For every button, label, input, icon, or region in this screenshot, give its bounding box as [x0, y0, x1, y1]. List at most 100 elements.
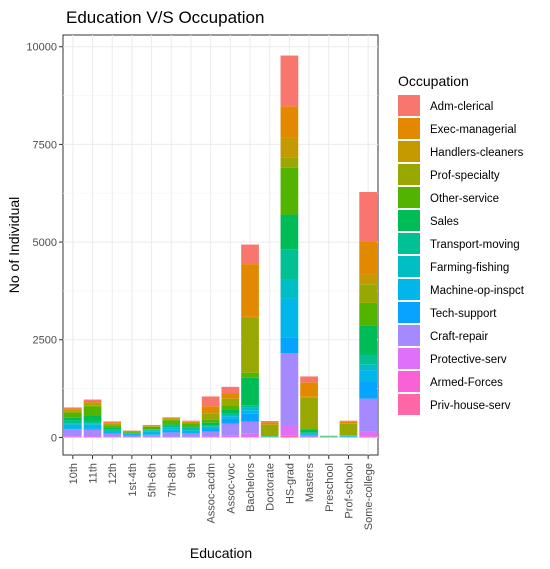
bar-segment-exec-managerial-10th [63, 408, 82, 410]
legend-swatch [398, 279, 420, 300]
legend-swatch [398, 187, 420, 208]
x-tick-label: 7th-8th [166, 463, 178, 497]
bar-segment-craft-repair-some-college [359, 398, 378, 432]
bar-segment-farming-fishing-5th-6th [142, 430, 161, 432]
bar-segment-sales-masters [300, 429, 318, 433]
x-tick-label: Prof-school [343, 463, 355, 519]
legend-swatch [398, 141, 420, 162]
x-tick-label: Preschool [324, 463, 336, 512]
bar-segment-transport-moving-assoc-acdm [201, 425, 220, 427]
bar-segment-sales-assoc-voc [221, 409, 240, 414]
bar-segment-handlers-cleaners-9th [182, 421, 200, 424]
bar-segment-craft-repair-assoc-acdm [201, 431, 220, 437]
bar-segment-handlers-cleaners-hs-grad [280, 137, 299, 158]
legend-label: Machine-op-inspct [430, 285, 525, 297]
bar-segment-farming-fishing-some-college [359, 364, 378, 371]
bar-segment-transport-moving-11th [83, 420, 102, 424]
bar-segment-adm-clerical-masters [300, 376, 318, 383]
legend-swatch [398, 371, 420, 392]
bar-segment-adm-clerical-doctorate [260, 421, 279, 423]
bars [63, 55, 378, 438]
bar-segment-prof-specialty-prof-school [339, 423, 358, 436]
bar-segment-prof-specialty-doctorate [260, 424, 279, 437]
legend-item: Farming-fishing [398, 256, 509, 277]
legend-label: Farming-fishing [430, 262, 509, 274]
bar-segment-sales-9th [182, 426, 200, 428]
bar-segment-adm-clerical-some-college [359, 191, 378, 242]
bar-segment-machine-op-inspct-bachelors [241, 410, 259, 414]
bar-segment-handlers-cleaners-11th [83, 402, 102, 406]
bar-segment-machine-op-inspct-1st-4th [123, 433, 141, 436]
bar-segment-farming-fishing-assoc-acdm [201, 426, 220, 428]
chart-title: Education V/S Occupation [66, 8, 264, 27]
bar-segment-other-service-9th [182, 423, 200, 427]
bar-segment-other-service-1st-4th [123, 431, 141, 433]
legend-item: Armed-Forces [398, 371, 503, 392]
bar-segment-machine-op-inspct-assoc-voc [221, 416, 240, 419]
bar-segment-craft-repair-masters [300, 435, 318, 437]
legend-item: Tech-support [398, 302, 497, 323]
legend-item: Sales [398, 210, 459, 231]
bar-segment-handlers-cleaners-10th [63, 409, 82, 412]
bar-segment-craft-repair-9th [182, 433, 200, 437]
bar-segment-other-service-some-college [359, 302, 378, 326]
legend-label: Priv-house-serv [430, 400, 511, 412]
bar-segment-handlers-cleaners-7th-8th [162, 418, 181, 420]
bar-segment-sales-some-college [359, 325, 378, 355]
legend-item: Transport-moving [398, 233, 520, 254]
bar-segment-adm-clerical-prof-school [339, 420, 358, 422]
x-tick-label: Some-college [363, 463, 375, 530]
bar-segment-craft-repair-7th-8th [162, 432, 181, 437]
bar-segment-other-service-7th-8th [162, 420, 181, 425]
legend-item: Priv-house-serv [398, 394, 511, 415]
legend-swatch [398, 325, 420, 346]
legend-swatch [398, 394, 420, 415]
bar-segment-transport-moving-7th-8th [162, 425, 181, 428]
bar-segment-tech-support-hs-grad [280, 337, 299, 354]
bar-segment-protective-serv-10th [63, 436, 82, 437]
legend-swatch [398, 210, 420, 231]
bar-segment-sales-11th [83, 415, 102, 421]
bar-segment-adm-clerical-7th-8th [162, 417, 181, 418]
bar-segment-craft-repair-hs-grad [280, 353, 299, 426]
legend-title: Occupation [398, 73, 469, 89]
x-tick-label: 5th-6th [147, 463, 159, 497]
bar-segment-craft-repair-5th-6th [142, 434, 161, 437]
plot-area [62, 34, 379, 456]
bar-segment-other-service-5th-6th [142, 426, 161, 430]
bar-segment-prof-specialty-assoc-acdm [201, 413, 220, 420]
bar-segment-other-service-masters [300, 428, 318, 430]
bar-segment-prof-specialty-12th [103, 424, 122, 426]
x-tick-label: 10th [68, 463, 80, 484]
x-tick-label: Doctorate [265, 463, 277, 511]
bar-segment-exec-managerial-7th-8th [162, 417, 181, 419]
bar-segment-machine-op-inspct-assoc-acdm [201, 427, 220, 430]
bar-segment-craft-repair-12th [103, 433, 122, 437]
bar-segment-handlers-cleaners-5th-6th [142, 425, 161, 427]
bar-segment-transport-moving-assoc-voc [221, 413, 240, 415]
bar-segment-tech-support-12th [103, 433, 122, 434]
bar-segment-protective-serv-11th [83, 436, 102, 437]
legend-item: Machine-op-inspct [398, 279, 525, 300]
bar-segment-other-service-assoc-voc [221, 406, 240, 410]
bar-segment-machine-op-inspct-hs-grad [280, 298, 299, 338]
bar-segment-tech-support-11th [83, 428, 102, 430]
bar-segment-farming-fishing-10th [63, 423, 82, 425]
bar-segment-machine-op-inspct-12th [103, 431, 122, 434]
bar-segment-prof-specialty-hs-grad [280, 157, 299, 168]
bar-segment-handlers-cleaners-12th [103, 423, 122, 425]
bar-segment-adm-clerical-10th [63, 407, 82, 409]
bar-segment-exec-managerial-doctorate [260, 422, 279, 425]
legend-swatch [398, 118, 420, 139]
legend-label: Prof-specialty [430, 170, 500, 182]
legend-label: Exec-managerial [430, 124, 516, 136]
legend-item: Craft-repair [398, 325, 488, 346]
bar-segment-machine-op-inspct-11th [83, 424, 102, 429]
bar-segment-handlers-cleaners-some-college [359, 274, 378, 285]
bar-segment-priv-house-serv-hs-grad [280, 435, 299, 438]
legend-item: Prof-specialty [398, 164, 500, 185]
bar-segment-other-service-10th [63, 412, 82, 418]
bar-segment-craft-repair-11th [83, 429, 102, 437]
legend-swatch [398, 95, 420, 116]
bar-segment-farming-fishing-hs-grad [280, 279, 299, 299]
